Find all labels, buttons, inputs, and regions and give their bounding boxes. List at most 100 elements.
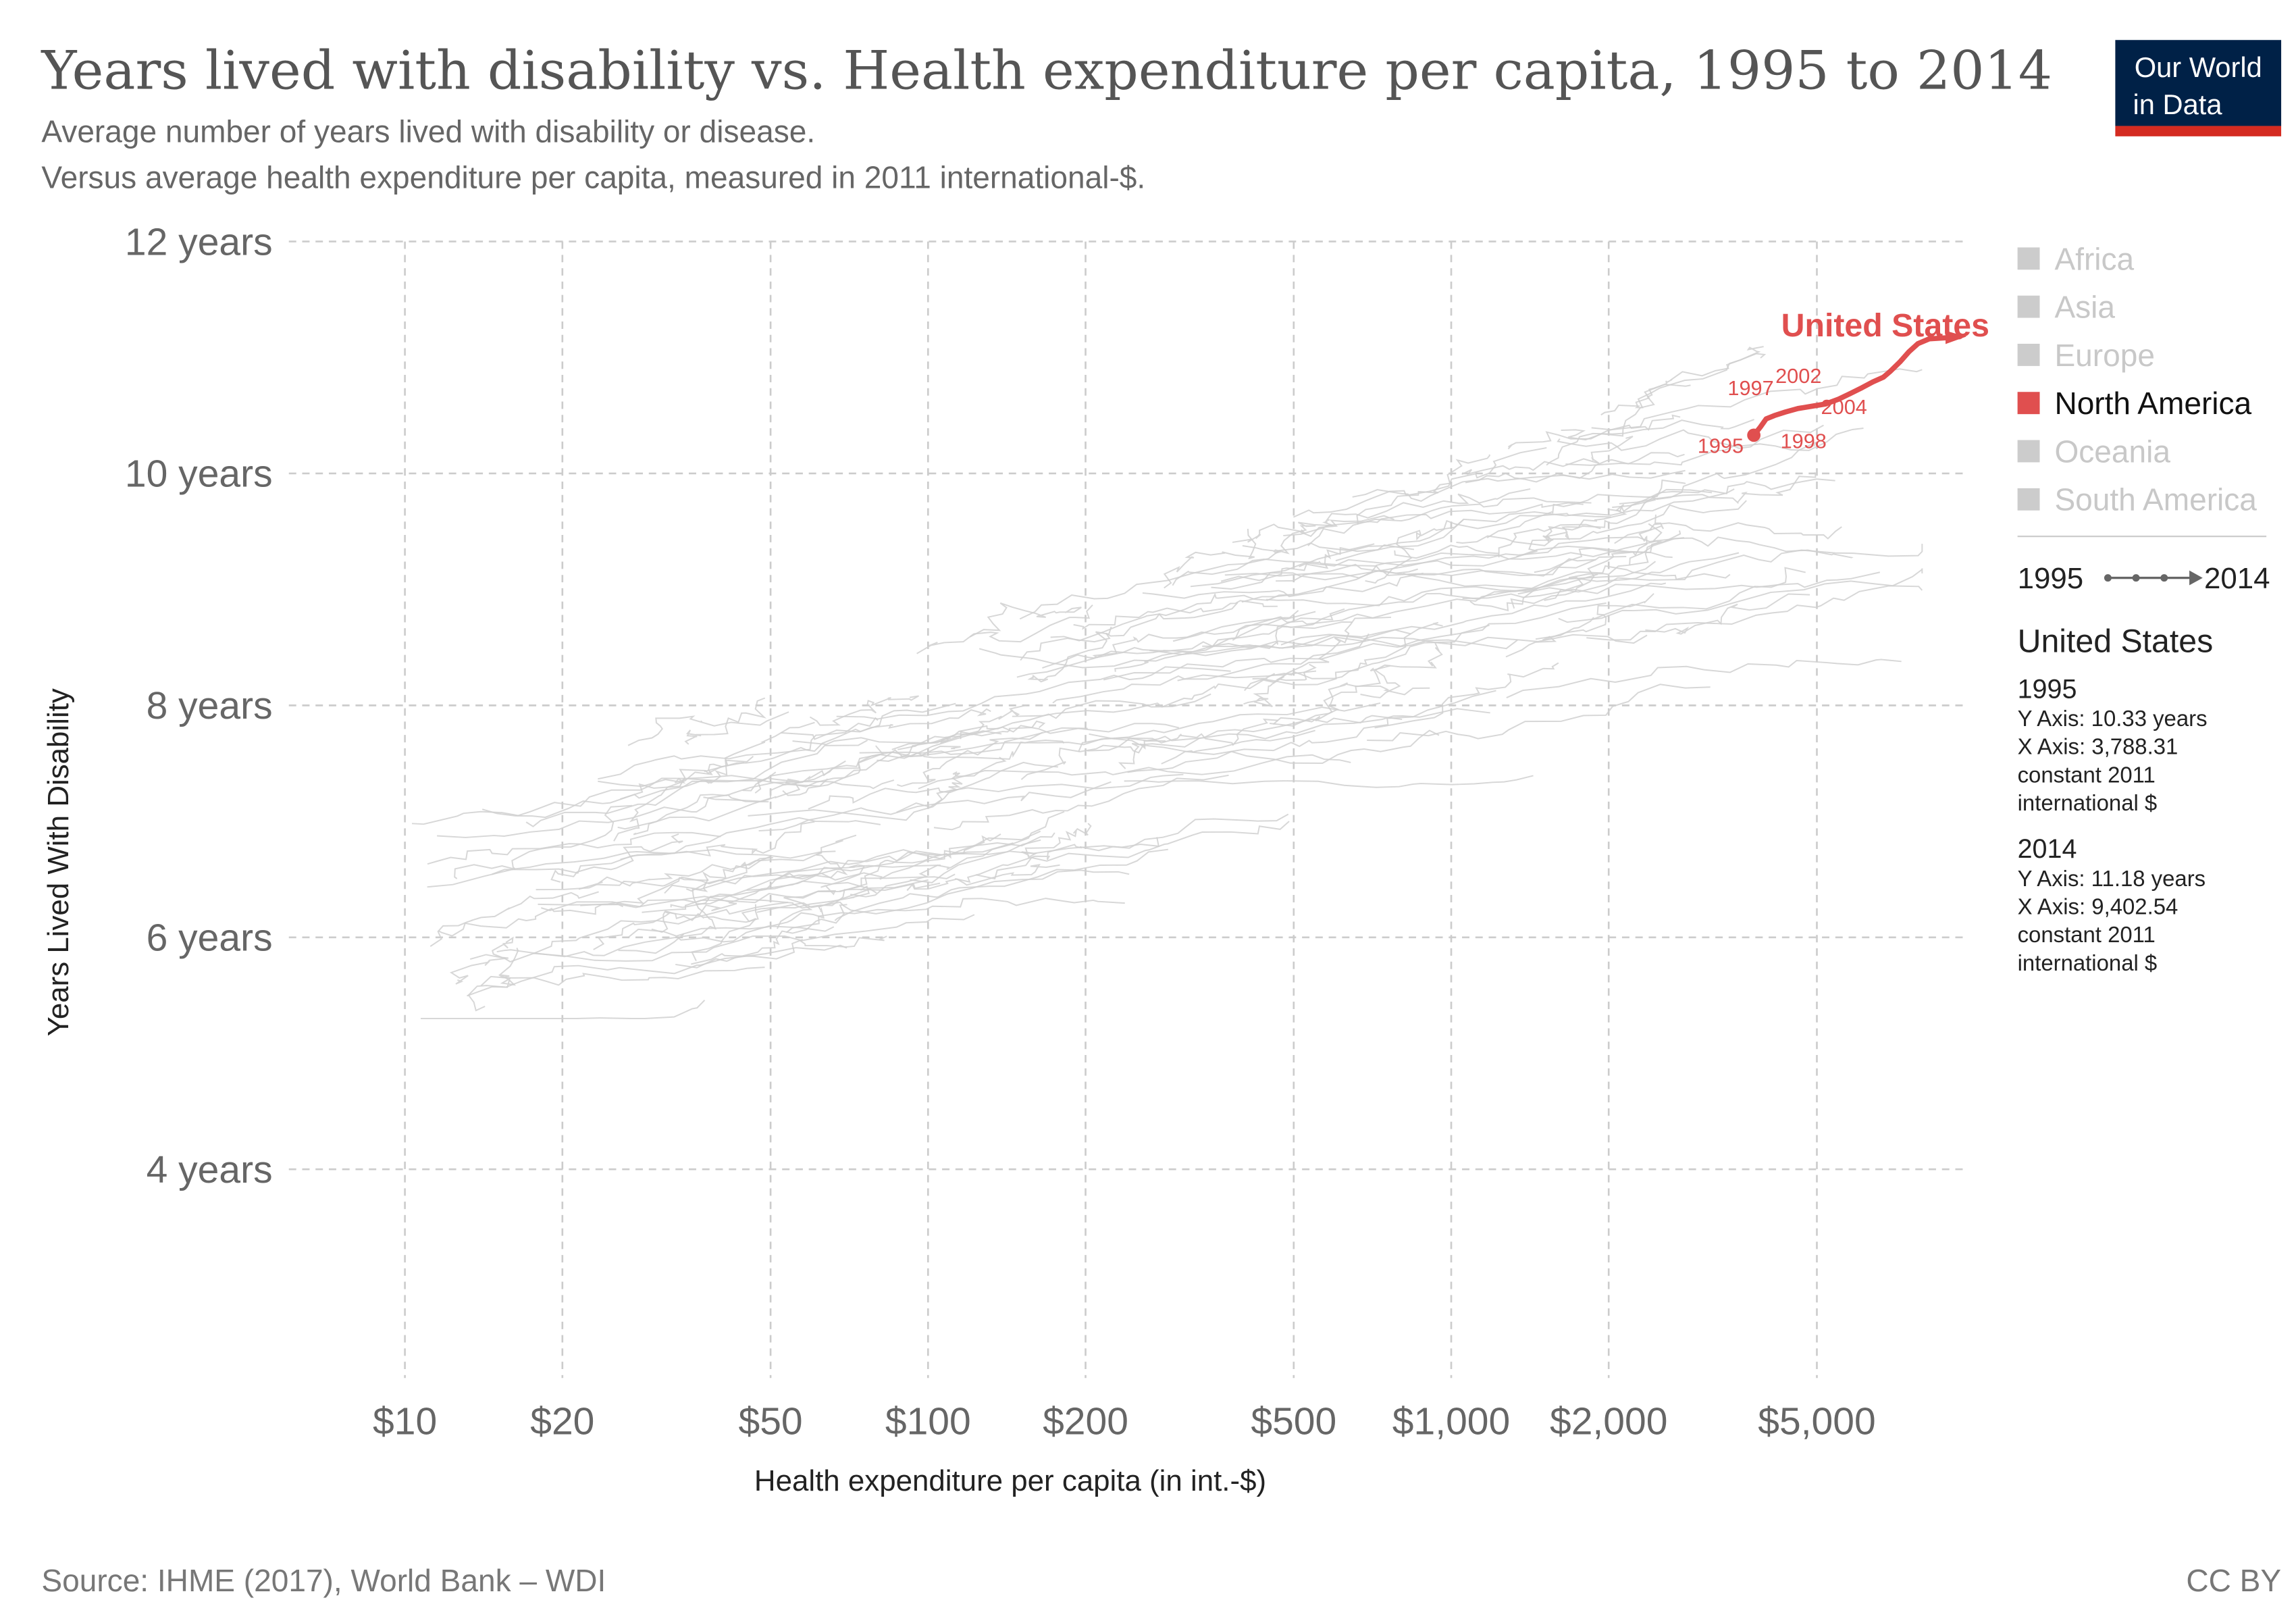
us-point-1997[interactable]: [1763, 416, 1769, 421]
country-trajectory: [1220, 544, 1415, 582]
legend-item-europe[interactable]: Europe: [2017, 338, 2155, 373]
legend-swatch: [2017, 247, 2040, 270]
legend: Africa Asia Europe North America Oceania Sout…: [2017, 241, 2258, 517]
timeline-end: 2014: [2204, 562, 2270, 595]
timeline-legend[interactable]: 1995 2014: [2018, 562, 2270, 595]
country-trajectory: [877, 720, 1046, 762]
us-end-arrow-icon: [1946, 330, 1966, 344]
legend-swatch: [2017, 440, 2040, 463]
info-unit: international $: [2018, 790, 2158, 815]
timeline-arrow-icon: [2104, 570, 2203, 586]
country-trajectory: [1307, 497, 1592, 546]
country-trajectory: [427, 849, 836, 888]
legend-item-south-america[interactable]: South America: [2017, 482, 2258, 517]
country-trajectory: [1486, 479, 1686, 538]
us-point-2003[interactable]: [1836, 396, 1842, 402]
info-unit: constant 2011: [2018, 762, 2156, 787]
us-point-2002[interactable]: [1823, 401, 1829, 407]
country-trajectory: [1092, 610, 1299, 659]
us-point-2007[interactable]: [1881, 374, 1886, 380]
country-trajectory: [916, 604, 1093, 654]
country-trajectory: [1465, 452, 1685, 484]
country-trajectory: [449, 936, 514, 985]
legend-item-north-america[interactable]: North America: [2017, 386, 2252, 421]
country-trajectory: [897, 704, 1027, 750]
chart-subtitle-2: Versus average health expenditure per ca…: [41, 160, 1145, 195]
y-axis-label: Years Lived With Disability: [42, 688, 75, 1036]
country-trajectory: [467, 944, 847, 997]
country-trajectory: [1299, 513, 1611, 567]
us-point-2005[interactable]: [1859, 385, 1864, 390]
us-point-2001[interactable]: [1810, 403, 1815, 409]
country-trajectory: [1535, 567, 1806, 640]
country-trajectory: [918, 754, 1351, 790]
us-start-point[interactable]: [1747, 428, 1761, 442]
country-trajectory: [598, 755, 754, 788]
country-trajectory: [437, 794, 769, 838]
country-trajectory: [1614, 522, 1842, 544]
country-trajectory: [1276, 555, 1627, 582]
x-tick-label: $2,000: [1550, 1400, 1667, 1443]
country-trajectory: [1534, 514, 1665, 573]
us-point-2009[interactable]: [1897, 359, 1902, 365]
info-unit: international $: [2018, 950, 2158, 975]
us-point-2004[interactable]: [1848, 391, 1853, 396]
legend-item-africa[interactable]: Africa: [2017, 241, 2135, 276]
owid-logo[interactable]: Our World in Data: [2115, 40, 2282, 136]
us-point-2011[interactable]: [1915, 341, 1921, 346]
country-trajectory: [839, 832, 1055, 893]
country-trajectory: [420, 1000, 706, 1019]
country-trajectory: [1542, 488, 1713, 543]
legend-swatch: [2017, 295, 2040, 318]
country-trajectory: [1202, 634, 1648, 650]
x-tick-label: $20: [530, 1400, 594, 1443]
country-trajectory: [1645, 593, 1810, 635]
us-point-1998[interactable]: [1772, 413, 1777, 418]
country-trajectory: [427, 831, 721, 865]
country-trajectory: [593, 902, 737, 950]
country-trajectory: [598, 717, 879, 780]
country-trajectory: [896, 756, 1007, 813]
country-trajectory: [758, 781, 1112, 832]
license-link[interactable]: CC BY: [2186, 1563, 2281, 1598]
country-trajectory: [1269, 665, 1391, 727]
country-trajectory: [633, 760, 846, 835]
info-year: 1995: [2018, 674, 2077, 704]
country-trajectory: [1507, 414, 1681, 450]
country-trajectory: [550, 833, 683, 883]
country-trajectory: [1374, 662, 1559, 729]
source-note[interactable]: Source: IHME (2017), World Bank – WDI: [41, 1563, 606, 1598]
info-x-value: X Axis: 9,402.54: [2018, 894, 2178, 919]
country-trajectory: [627, 711, 789, 746]
us-point-2012[interactable]: [1927, 336, 1932, 342]
info-y-value: Y Axis: 11.18 years: [2018, 866, 2206, 891]
us-point-2000[interactable]: [1795, 406, 1800, 411]
country-trajectory: [756, 869, 1130, 915]
legend-swatch: [2017, 488, 2040, 511]
country-trajectory: [979, 633, 1369, 669]
country-trajectory: [1149, 602, 1607, 655]
legend-swatch: [2017, 392, 2040, 415]
country-trajectory: [411, 771, 777, 825]
country-trajectory: [910, 813, 1289, 883]
country-trajectory: [1172, 558, 1418, 586]
logo-bar: [2115, 126, 2282, 136]
legend-item-oceania[interactable]: Oceania: [2017, 434, 2171, 469]
us-point-2006[interactable]: [1871, 379, 1876, 384]
country-trajectory: [628, 888, 877, 937]
us-point-2010[interactable]: [1906, 349, 1912, 355]
y-tick-label: 10 years: [125, 453, 273, 496]
country-trajectory: [1360, 642, 1443, 698]
legend-item-asia[interactable]: Asia: [2017, 290, 2116, 325]
country-trajectory: [1103, 639, 1518, 681]
country-trajectory: [533, 914, 975, 962]
us-point-1999[interactable]: [1783, 409, 1788, 415]
us-point-2008[interactable]: [1887, 369, 1893, 374]
us-point-1996[interactable]: [1758, 424, 1763, 430]
country-trajectory: [1050, 592, 1293, 642]
country-trajectory: [850, 810, 1065, 898]
country-trajectory: [970, 602, 1082, 638]
country-trajectory: [1089, 708, 1490, 748]
